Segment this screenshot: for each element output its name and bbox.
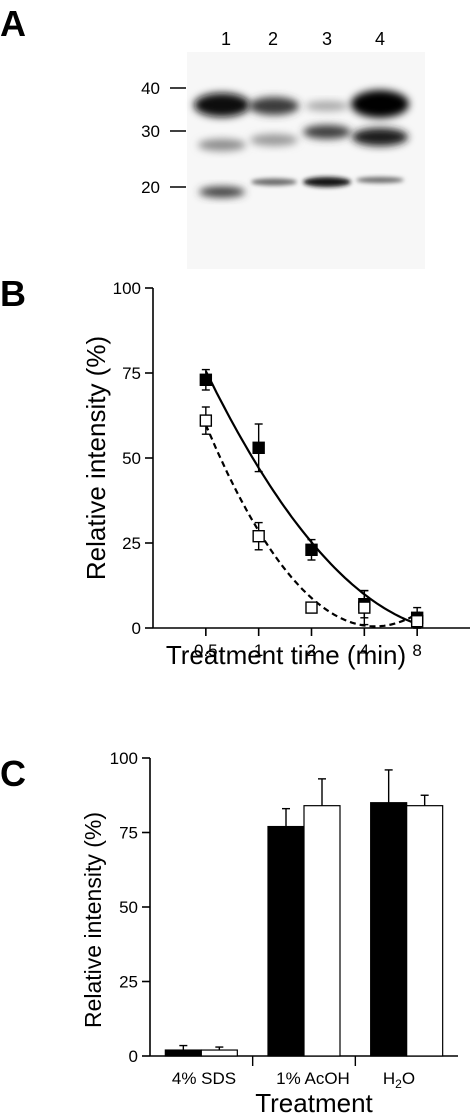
panel-letter-c: C [0, 753, 26, 794]
data-point-open [410, 615, 424, 628]
mw-markers: 40 30 20 [141, 79, 186, 197]
blot-band [249, 97, 299, 115]
treatment-bars [164, 769, 444, 1057]
blot-band [251, 178, 297, 186]
treatment-x-axis-title: Treatment [255, 1088, 373, 1114]
data-point-filled [305, 543, 318, 556]
blot-membrane [187, 52, 425, 269]
blot-band [250, 134, 298, 146]
blot-band [198, 139, 246, 151]
bar [370, 802, 408, 1057]
treatment-y-axis-title: Relative intensity (%) [80, 812, 106, 1028]
data-point-open [252, 530, 265, 543]
mw-marker-20: 20 [141, 178, 160, 197]
time-course-points [199, 368, 424, 629]
treatment-panel: C 0 25 50 75 100 Relative intensity (%) 4% S… [0, 749, 458, 1114]
y-tick-label: 100 [110, 749, 138, 768]
blot-band [199, 186, 245, 198]
blot-band [356, 177, 404, 183]
panel-letter-b: B [0, 273, 26, 314]
y-tick-label: 25 [119, 973, 138, 992]
category-label-sds: 4% SDS [172, 1069, 236, 1088]
data-point-open [358, 601, 371, 614]
blot-band [303, 125, 351, 139]
data-point-open [199, 414, 213, 427]
blot-bands [194, 90, 409, 198]
blot-panel: A 1 2 3 4 40 30 20 [0, 3, 425, 269]
y-tick-label: 0 [132, 619, 141, 638]
lane-label-4: 4 [375, 29, 385, 49]
bar [303, 805, 341, 1057]
lane-labels: 1 2 3 4 [221, 29, 385, 49]
blot-band [352, 128, 408, 146]
time-course-panel: B 0 25 50 75 100 0.5 1 2 4 8 Relative intensity (… [0, 273, 470, 670]
mw-marker-30: 30 [141, 122, 160, 141]
h2o-h: H [383, 1069, 395, 1088]
y-tick-label: 75 [119, 824, 138, 843]
y-tick-label: 25 [122, 534, 141, 553]
data-point-filled [252, 441, 265, 454]
time-course-axes: 0 25 50 75 100 0.5 1 2 4 8 [113, 279, 470, 660]
mw-marker-40: 40 [141, 79, 160, 98]
panel-letter-a: A [0, 3, 26, 44]
x-tick-label: 4 [360, 641, 369, 660]
category-label-h2o: H2O [383, 1069, 415, 1091]
bar [164, 1049, 202, 1057]
data-point-filled [199, 373, 213, 386]
bar [200, 1049, 238, 1057]
blot-band [303, 177, 351, 187]
bar [406, 805, 444, 1057]
data-point-open [305, 601, 318, 614]
fit-line [204, 424, 421, 628]
y-tick-label: 100 [113, 279, 141, 298]
x-tick-label: 0.5 [194, 641, 218, 660]
bar [267, 825, 305, 1057]
lane-label-1: 1 [221, 29, 231, 49]
h2o-subscript: 2 [395, 1077, 402, 1091]
x-tick-label: 8 [412, 641, 421, 660]
y-tick-label: 50 [122, 449, 141, 468]
blot-band [194, 93, 250, 117]
blot-band [351, 90, 409, 118]
blot-band [305, 101, 349, 111]
lane-label-2: 2 [268, 29, 278, 49]
y-tick-label: 0 [129, 1047, 138, 1066]
y-tick-label: 50 [119, 898, 138, 917]
time-course-x-axis-title: Treatment time (min) [166, 640, 406, 670]
x-tick-label: 1 [254, 641, 263, 660]
category-label-acoh: 1% AcOH [276, 1069, 350, 1088]
time-course-y-axis-title: Relative intensity (%) [81, 336, 111, 580]
lane-label-3: 3 [322, 29, 332, 49]
fit-line [204, 370, 421, 626]
y-tick-label: 75 [122, 364, 141, 383]
h2o-o: O [402, 1069, 415, 1088]
time-course-fits [204, 370, 421, 628]
x-tick-label: 2 [307, 641, 316, 660]
